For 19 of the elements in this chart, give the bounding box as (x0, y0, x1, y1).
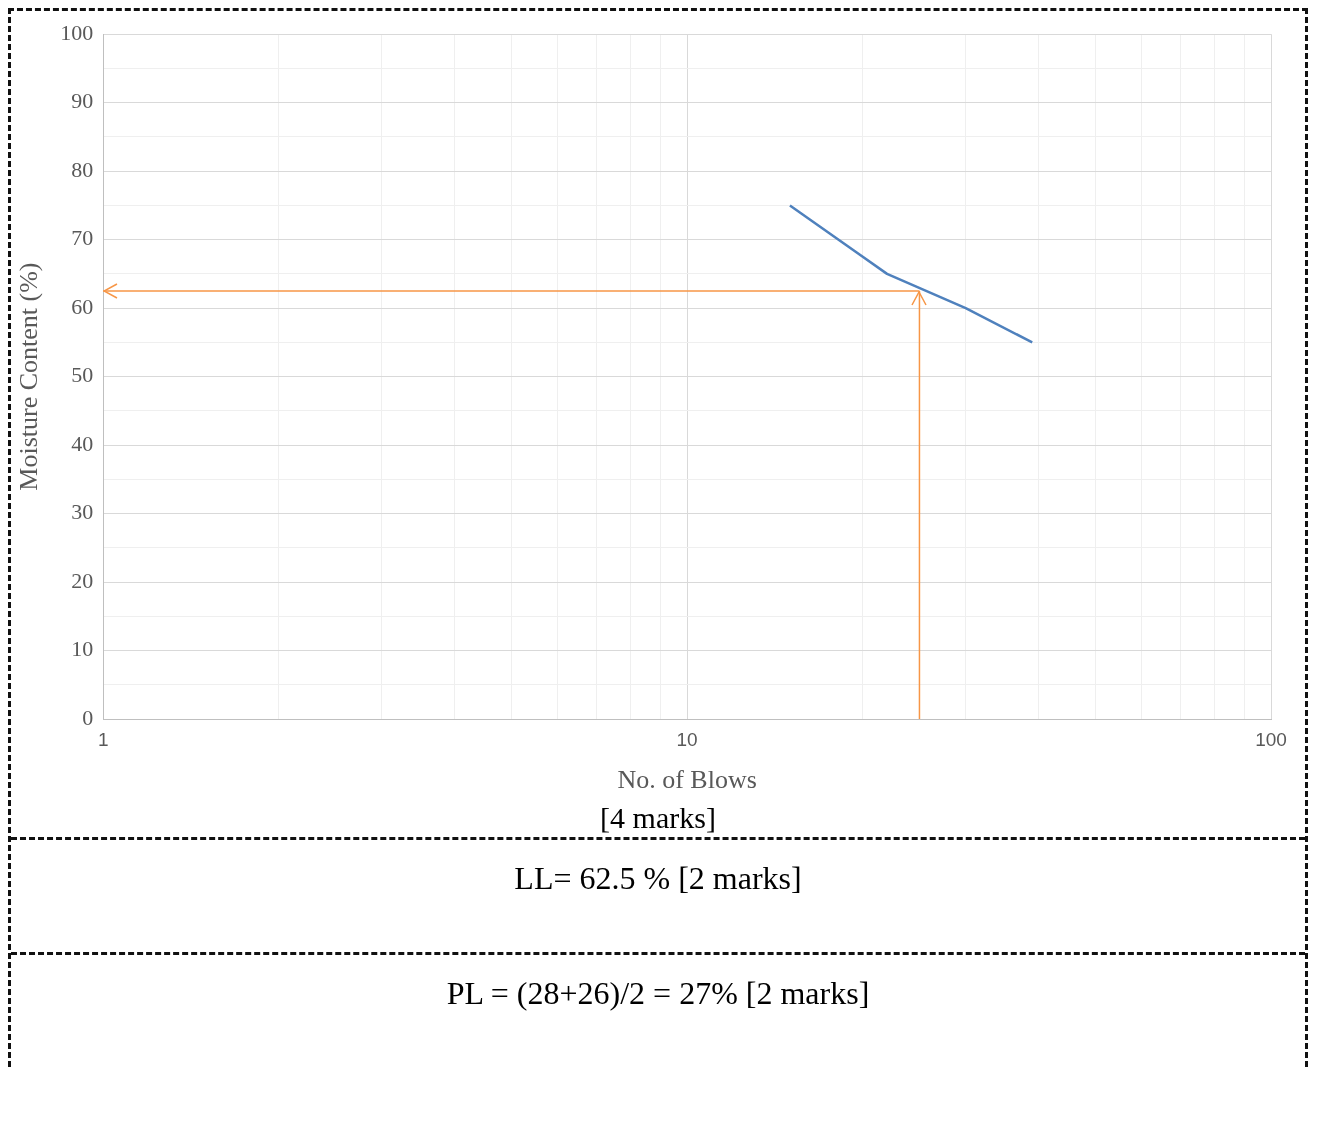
y-tick-label: 0 (82, 704, 94, 730)
y-tick-label: 50 (71, 362, 94, 388)
y-tick-label: 100 (60, 19, 94, 45)
y-tick-label: 40 (71, 430, 94, 456)
text: PL = (28+26)/2 = 27% [2 marks] (446, 975, 870, 1013)
y-tick-label: 20 (71, 567, 94, 593)
y-tick-label: 30 (71, 499, 94, 525)
y-axis-title: Moisture Content (%) (14, 262, 44, 491)
y-tick-label: 60 (71, 293, 94, 319)
x-tick-label: 100 (1255, 728, 1287, 750)
x-axis-title: No. of Blows (617, 765, 757, 795)
text: [4 marks] (599, 801, 717, 836)
y-tick-label: 70 (71, 225, 94, 251)
y-tick-label: 10 (71, 636, 94, 662)
text: LL= 62.5 % [2 marks] (514, 860, 802, 898)
y-tick-label: 90 (71, 88, 94, 114)
x-tick-label: 10 (676, 728, 698, 750)
y-tick-label: 80 (71, 156, 94, 182)
x-tick-label: 1 (97, 728, 109, 750)
